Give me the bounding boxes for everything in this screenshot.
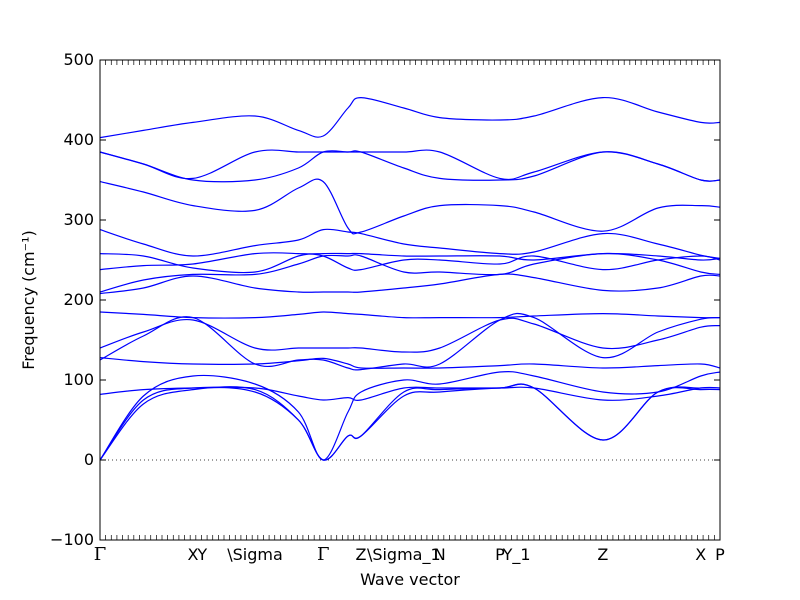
band-line-10 [99,252,721,293]
plot-frame [99,59,721,541]
x-tick-label: Y [196,545,207,564]
band-line-2 [99,383,721,461]
y-tick-label: 200 [63,290,94,309]
x-tick-label: Z [356,545,367,564]
x-tick-label: Γ [317,544,330,565]
band-line-6 [99,312,721,371]
x-tick-label: \Sigma [227,545,283,564]
y-axis-title: Frequency (cm⁻¹) [19,230,38,369]
plot-area [99,59,721,541]
y-tick-label: −100 [50,530,94,549]
band-line-14 [99,178,721,235]
band-line-7 [99,317,721,353]
band-line-8 [99,311,721,319]
x-tick-label: X [695,545,706,564]
band-line-17 [99,96,721,139]
x-tick-label: \Sigma_1 [367,545,441,565]
x-tick-label: Z [597,545,608,564]
band-line-9 [99,273,721,295]
x-tick-label: Y_1 [502,545,531,565]
band-line-1 [99,383,721,461]
band-line-5 [99,357,721,369]
x-tick-label: X [188,545,199,564]
band-line-3 [99,370,721,461]
x-tick-label: P [715,545,725,564]
y-axis: −100 0 100 200 300 400 500 [50,50,720,549]
y-tick-label: 500 [63,50,94,69]
x-tick-label: N [434,545,446,564]
band-line-15 [99,150,721,183]
y-tick-label: 300 [63,210,94,229]
x-tick-label: P [495,545,505,564]
band-line-13 [99,228,721,259]
x-tick-label: Γ [94,544,107,565]
y-tick-label: 100 [63,370,94,389]
x-axis: Γ XY \Sigma Γ Z \Sigma_1N PY_1 Z X P [94,60,725,565]
y-tick-label: 400 [63,130,94,149]
band-line-11 [99,252,721,271]
band-line-12 [99,252,721,274]
band-line-4 [99,386,721,401]
x-axis-title: Wave vector [360,570,460,589]
y-tick-label: 0 [84,450,94,469]
band-line-16 [99,149,721,182]
